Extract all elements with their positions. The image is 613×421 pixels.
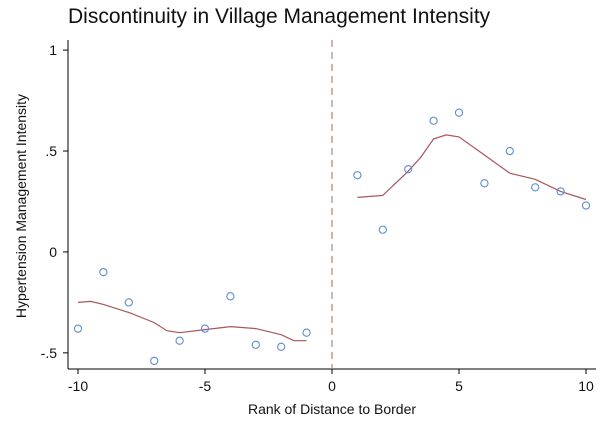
- y-axis-label: Hypertension Management Intensity: [13, 94, 29, 318]
- x-ticks: -10 -5 0 5 10: [68, 369, 594, 394]
- y-tick-label: 0: [49, 244, 57, 260]
- data-point-right: [378, 225, 387, 234]
- data-point-left: [124, 298, 133, 307]
- y-ticks: 1 .5 0 -.5: [41, 42, 68, 361]
- y-tick-label: -.5: [41, 345, 58, 361]
- data-point-left: [277, 342, 286, 351]
- y-tick-label: 1: [49, 42, 57, 58]
- x-tick-label: 10: [578, 378, 594, 394]
- data-point-left: [200, 324, 210, 333]
- data-point-left: [150, 356, 159, 366]
- data-point-right: [429, 116, 438, 125]
- data-point-left: [251, 340, 260, 349]
- x-tick-label: 5: [455, 378, 463, 394]
- data-point-left: [175, 336, 184, 345]
- x-tick-label: 0: [328, 378, 336, 394]
- data-point-right: [531, 183, 540, 192]
- x-tick-label: -5: [199, 378, 212, 394]
- fit-line-left: [77, 300, 307, 342]
- chart-title: Discontinuity in Village Management Inte…: [68, 5, 491, 28]
- fit-lines: [77, 134, 587, 342]
- data-point-left: [73, 324, 83, 333]
- x-tick-label: -10: [68, 378, 88, 394]
- data-point-left: [99, 267, 108, 277]
- data-point-right: [404, 165, 413, 174]
- data-point-right: [556, 187, 565, 196]
- data-point-left: [302, 328, 311, 337]
- y-tick-label: .5: [45, 143, 57, 159]
- data-point-right: [480, 179, 489, 188]
- data-point-right: [454, 108, 464, 117]
- fit-line-right: [357, 134, 587, 201]
- data-point-right: [353, 171, 362, 180]
- data-point-right: [505, 146, 514, 156]
- data-point-left: [226, 292, 235, 301]
- x-axis-label: Rank of Distance to Border: [248, 401, 416, 417]
- scatter-points: [73, 108, 591, 366]
- plot-area: -10 -5 0 5 10 1 .5 0 -.5: [41, 40, 596, 394]
- data-point-right: [581, 201, 591, 210]
